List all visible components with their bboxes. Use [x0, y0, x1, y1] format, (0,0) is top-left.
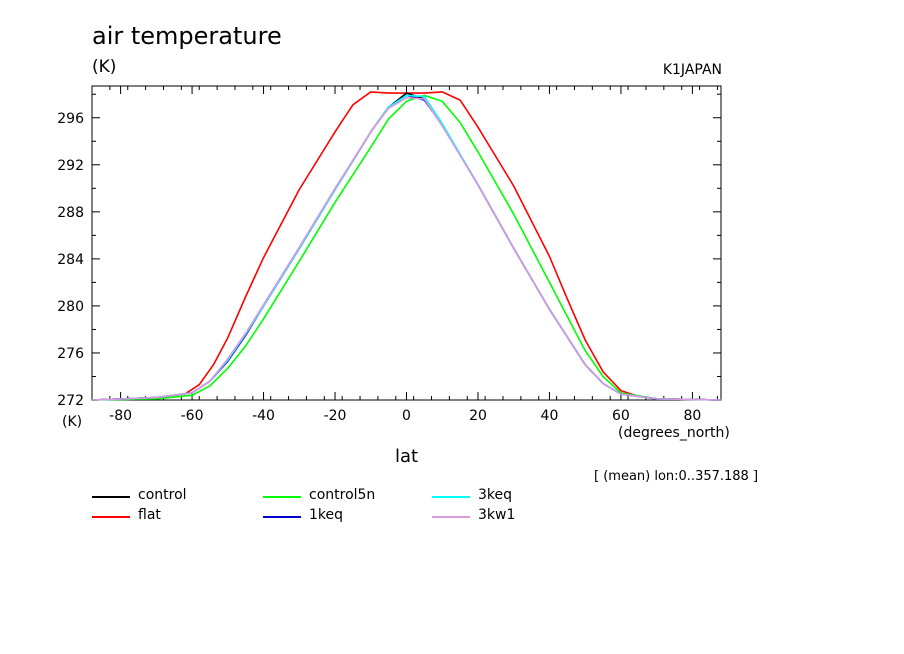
legend-swatch: [263, 516, 301, 518]
x-unit-label: (degrees_north): [618, 425, 730, 441]
legend-label: 1keq: [309, 507, 344, 523]
x-tick-label: 60: [612, 408, 630, 424]
series-line-1keq: [91, 94, 722, 401]
legend-swatch: [92, 516, 130, 518]
legend-label: flat: [138, 507, 161, 523]
x-tick-label: -40: [252, 408, 275, 424]
source-label: K1JAPAN: [662, 62, 722, 78]
x-tick-label: 80: [683, 408, 701, 424]
x-axis-label: lat: [395, 446, 419, 467]
y-unit-bottom: (K): [62, 414, 83, 430]
legend-swatch: [432, 516, 470, 518]
legend-label: 3kw1: [478, 507, 516, 523]
legend-swatch: [92, 496, 130, 498]
legend-label: control5n: [309, 487, 376, 503]
series-line-3kw1: [91, 97, 722, 401]
y-tick-label: 276: [57, 346, 84, 362]
y-tick-label: 296: [57, 111, 84, 127]
x-tick-label: 20: [469, 408, 487, 424]
x-tick-label: 0: [402, 408, 411, 424]
y-tick-label: 280: [57, 299, 84, 315]
y-tick-label: 292: [57, 158, 84, 174]
x-tick-label: 40: [541, 408, 559, 424]
legend-label: 3keq: [478, 487, 513, 503]
legend-swatch: [432, 496, 470, 498]
series-line-control: [91, 92, 722, 401]
y-tick-label: 288: [57, 205, 84, 221]
series-line-3keq: [91, 94, 722, 401]
chart-title: air temperature: [92, 22, 282, 50]
chart-subtitle: [ (mean) lon:0..357.188 ]: [594, 469, 759, 484]
y-unit-top: (K): [92, 57, 117, 77]
x-tick-label: -60: [181, 408, 204, 424]
plot-frame: [91, 85, 722, 401]
series-line-control5n: [91, 94, 722, 401]
legend-swatch: [263, 496, 301, 498]
x-tick-label: -20: [324, 408, 347, 424]
x-tick-label: -80: [109, 408, 132, 424]
legend-label: control: [138, 487, 187, 503]
series-line-flat: [91, 91, 722, 401]
y-tick-label: 284: [57, 252, 84, 268]
y-tick-label: 272: [57, 393, 84, 409]
